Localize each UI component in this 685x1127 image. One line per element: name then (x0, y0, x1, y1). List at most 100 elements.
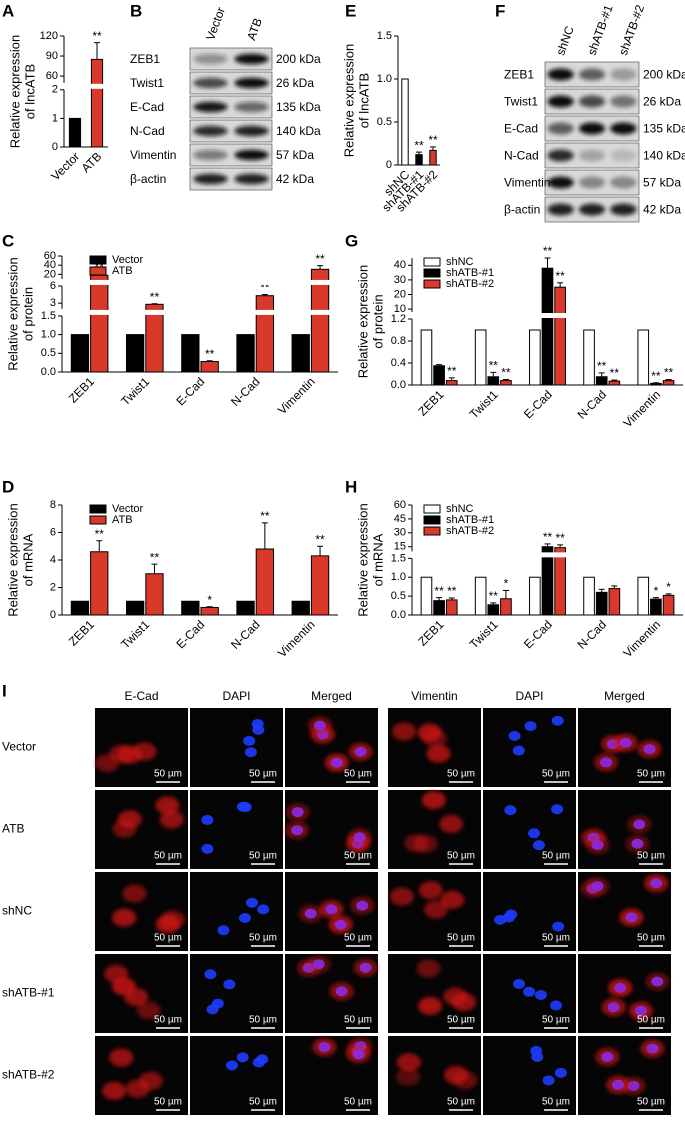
blot-strip (189, 71, 273, 95)
cell-stain (389, 887, 414, 906)
significance: ** (260, 281, 270, 295)
x-tick-label: N-Cad (575, 387, 609, 421)
bar (662, 380, 675, 386)
y-tick-label: 60 (46, 70, 58, 82)
y-tick-label: 6 (50, 280, 56, 292)
bar (255, 548, 275, 616)
nucleus-stain (312, 959, 325, 970)
bar (181, 600, 200, 616)
bar (125, 600, 145, 616)
axis-break (57, 279, 338, 285)
cell-stain (117, 810, 142, 829)
bar (181, 334, 200, 373)
bar (70, 334, 90, 373)
bar (200, 606, 219, 616)
nucleus-stain (643, 744, 656, 755)
x-tick-label: Twist1 (118, 374, 152, 408)
micrograph (483, 790, 576, 869)
scale-bar-label: 50 µm (637, 1015, 665, 1026)
y-tick-label: 120 (40, 30, 58, 42)
legend-swatch (423, 279, 441, 289)
nucleus-stain (532, 840, 545, 851)
nucleus-stain (325, 904, 338, 915)
legend-swatch (423, 268, 441, 278)
legend-swatch (423, 257, 441, 267)
blot-band (193, 77, 228, 89)
y-tick-label: 1.5 (391, 552, 406, 564)
nucleus-stain (291, 825, 304, 836)
x-tick-label: Vimentin (620, 387, 663, 430)
significance: ** (414, 138, 424, 152)
legend-swatch (423, 515, 441, 525)
significance: ** (651, 369, 661, 383)
nucleus-stain (318, 1042, 331, 1053)
blot-band (578, 176, 606, 189)
nucleus-stain (633, 819, 646, 830)
panel-letter: I (2, 681, 7, 700)
significance: ** (489, 359, 499, 373)
significance: ** (428, 133, 438, 147)
bar (401, 78, 409, 166)
x-tick-label: Twist1 (467, 617, 501, 651)
y-tick-label: 40 (44, 259, 56, 271)
scale-bar-label: 50 µm (154, 933, 182, 944)
blot-band (610, 95, 637, 108)
y-axis-label: Relative expression (7, 35, 22, 148)
significance: ** (610, 366, 620, 380)
row-label: shATB-#2 (2, 1068, 55, 1082)
size-label: 135 kDa (643, 122, 685, 136)
y-tick-label: 2 (52, 84, 58, 96)
y-tick-label: 10 (394, 303, 406, 315)
panel-letter: H (345, 477, 357, 496)
scale-bar-label: 50 µm (249, 933, 277, 944)
row-label: shATB-#1 (2, 986, 55, 1000)
bar (650, 598, 662, 616)
x-tick-label: E-Cad (173, 374, 207, 408)
scale-bar-label: 50 µm (344, 851, 372, 862)
protein-label: β-actin (504, 203, 540, 217)
bar (500, 380, 512, 386)
nucleus-stain (531, 1052, 544, 1063)
nucleus-stain (304, 908, 317, 919)
cell-stain (136, 1001, 161, 1020)
bar (500, 598, 512, 616)
nucleus-stain (551, 804, 564, 815)
panel-letter: A (2, 1, 14, 20)
axis-break (407, 552, 683, 558)
x-tick-label: E-Cad (521, 617, 555, 651)
lane-label: shATB-#1 (585, 3, 616, 57)
x-tick-label: Vimentin (275, 617, 318, 660)
nucleus-stain (354, 746, 367, 757)
scale-bar-label: 50 µm (637, 851, 665, 862)
lane-label: ATB (244, 16, 265, 42)
size-label: 26 kDa (643, 95, 681, 109)
x-tick-label: E-Cad (173, 617, 207, 651)
protein-label: Vimentin (130, 148, 176, 162)
blot-band (234, 101, 269, 113)
y-tick-label: 0.0 (41, 366, 56, 378)
bar (662, 594, 675, 616)
micrograph (483, 872, 576, 951)
nucleus-stain (257, 904, 270, 915)
y-axis-label: of mRNA (370, 533, 385, 586)
scale-bar-label: 50 µm (637, 769, 665, 780)
y-tick-label: 0.0 (391, 609, 406, 621)
significance: ** (543, 530, 553, 544)
nucleus-stain (625, 912, 638, 923)
cell-stain (132, 742, 157, 761)
nucleus-stain (225, 1060, 238, 1071)
bar (90, 551, 109, 616)
y-tick-label: 0.5 (41, 347, 56, 359)
y-axis-label: Relative expression (5, 257, 20, 370)
blot-band (234, 173, 269, 185)
y-axis-label: Relative expression (355, 265, 370, 378)
bar (420, 576, 433, 616)
blot-band (547, 68, 574, 81)
nucleus-stain (550, 1000, 563, 1011)
significance: * (654, 584, 659, 598)
legend-swatch (423, 526, 441, 536)
bar (429, 149, 437, 166)
x-tick-label: ZEB1 (415, 617, 446, 648)
blot-band (610, 122, 637, 135)
